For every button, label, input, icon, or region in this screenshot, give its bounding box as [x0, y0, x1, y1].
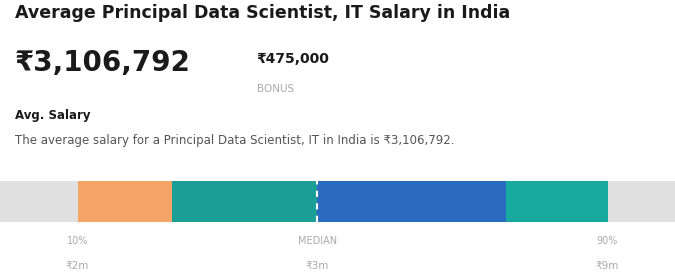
Text: ₹9m: ₹9m — [596, 261, 619, 271]
Text: BONUS: BONUS — [256, 84, 294, 94]
Text: MEDIAN: MEDIAN — [298, 236, 337, 246]
Text: ₹2m: ₹2m — [66, 261, 89, 271]
Bar — [78, 181, 172, 222]
Bar — [506, 181, 608, 222]
Text: 10%: 10% — [67, 236, 88, 246]
Text: ₹475,000: ₹475,000 — [256, 52, 329, 66]
Text: ₹3m: ₹3m — [306, 261, 329, 271]
Bar — [172, 181, 317, 222]
Text: ₹3,106,792: ₹3,106,792 — [15, 49, 191, 77]
Text: Average Principal Data Scientist, IT Salary in India: Average Principal Data Scientist, IT Sal… — [15, 4, 510, 22]
Bar — [0, 181, 78, 222]
Bar — [608, 181, 675, 222]
Bar — [317, 181, 506, 222]
Text: 90%: 90% — [597, 236, 618, 246]
Text: The average salary for a Principal Data Scientist, IT in India is ₹3,106,792.: The average salary for a Principal Data … — [15, 134, 454, 148]
Text: Avg. Salary: Avg. Salary — [15, 109, 90, 122]
